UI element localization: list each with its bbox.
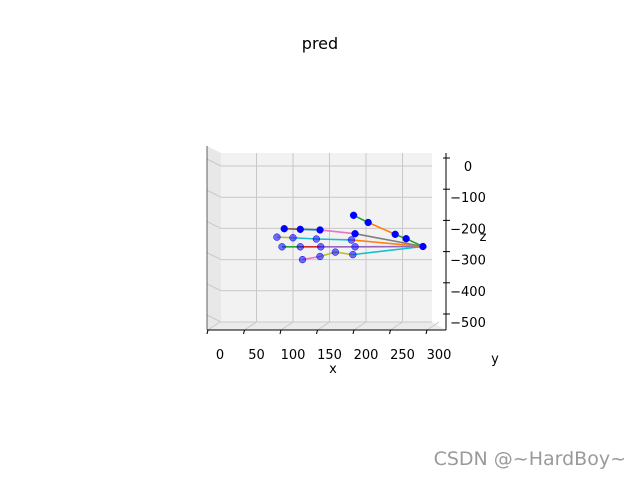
x-tick-label: 250 [390, 348, 415, 363]
x-tick-label: 50 [248, 348, 265, 363]
joint-point [278, 243, 286, 251]
floor-grid-line [280, 321, 294, 331]
joint-point [316, 252, 324, 261]
chart-title: pred [301, 34, 339, 53]
x-tick-mark [389, 329, 391, 335]
z-tick-label: −300 [450, 254, 486, 269]
joint-point [419, 242, 427, 251]
joint-point [289, 234, 297, 242]
joint-point [312, 235, 321, 243]
floor-grid-line [317, 321, 330, 331]
skeleton-bone [354, 232, 424, 248]
floor-grid-line [390, 321, 403, 331]
joint-point [391, 230, 399, 238]
skeleton-bone [352, 245, 424, 256]
joint-point [351, 243, 359, 251]
joint-point [364, 218, 372, 227]
x-tick-label: 0 [216, 348, 224, 363]
side-grid-line [206, 283, 222, 292]
x-tick-mark [206, 329, 209, 335]
x-tick-mark [316, 329, 318, 335]
joint-point [351, 230, 359, 238]
watermark: CSDN @~HardBoy~ [433, 448, 626, 470]
side-grid-line [206, 252, 222, 261]
axis-panes [207, 146, 446, 330]
x-tick-mark [279, 329, 282, 335]
x-tick-label: 100 [281, 348, 306, 363]
floor-grid-line [353, 321, 367, 331]
x-tick-mark [352, 329, 355, 335]
skeleton-bone [316, 238, 352, 241]
joint-point [349, 211, 358, 219]
x-tick-label: 200 [354, 348, 379, 363]
z-tick-label: −400 [450, 285, 486, 300]
x-tick-mark [243, 329, 245, 335]
axis-lines [206, 146, 447, 331]
joint-point [280, 225, 288, 233]
joint-point [349, 250, 357, 259]
side-grid-line [206, 220, 222, 229]
floor-grid-line [207, 321, 221, 331]
y-axis-label: y [491, 352, 499, 367]
z-tick-label: −100 [450, 191, 486, 206]
skeleton-bone [351, 239, 424, 248]
side-grid-line [206, 158, 222, 167]
floor-pane [207, 322, 446, 330]
joint-point [331, 248, 339, 256]
x-tick-label: 300 [427, 348, 452, 363]
joint-point [316, 226, 324, 234]
x-axis-label: x [329, 362, 337, 377]
joint-point [298, 255, 307, 264]
z-axis-ticks: 0 −100 −200 −300 −400 −500 [443, 157, 486, 331]
skeleton-bone [367, 221, 396, 236]
skeleton-bone [319, 229, 356, 235]
joint-point [317, 243, 325, 251]
side-grid-line [206, 189, 222, 198]
z-axis-label: z [480, 230, 487, 245]
joint-point [273, 233, 281, 241]
x-tick-mark [425, 329, 428, 335]
x-axis-ticks: 0 50 100 150 200 250 300 [206, 329, 452, 363]
joint-point [347, 236, 356, 244]
z-tick-label: −500 [450, 316, 486, 331]
left-pane [207, 146, 221, 330]
joint-point [402, 235, 410, 243]
joint-points [273, 211, 427, 264]
back-pane [221, 153, 432, 322]
x-tick-label: 150 [317, 348, 342, 363]
joint-point [296, 243, 304, 251]
skeleton-bone [292, 236, 317, 240]
z-tick-label: −200 [450, 222, 486, 237]
floor-grid-line [426, 321, 440, 331]
joint-point [296, 225, 304, 233]
side-grid-line [206, 314, 222, 323]
floor-grid-line [244, 321, 257, 331]
z-tick-label: 0 [464, 160, 472, 175]
